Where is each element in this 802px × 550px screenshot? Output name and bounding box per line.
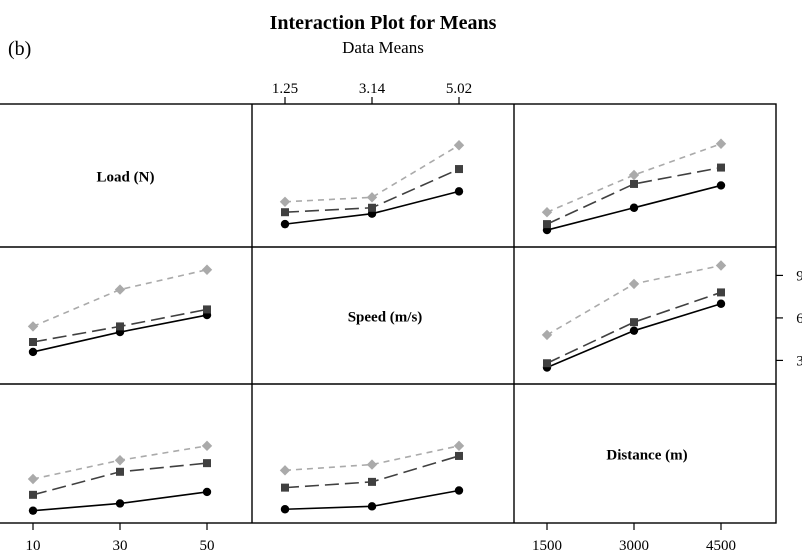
data-point	[541, 207, 553, 218]
data-point	[541, 329, 553, 341]
data-point	[366, 192, 378, 203]
bottom-tick-label: 4500	[706, 538, 736, 550]
data-point	[28, 347, 38, 357]
data-point	[628, 278, 640, 290]
top-tick-label: 5.02	[446, 81, 472, 97]
chart-title: Interaction Plot for Means	[270, 12, 497, 34]
data-point	[29, 338, 37, 346]
chart-subtitle: Data Means	[342, 38, 424, 57]
series-line	[284, 445, 460, 472]
data-point	[203, 459, 211, 468]
data-point	[368, 203, 376, 212]
bottom-tick-label: 3000	[619, 538, 649, 550]
data-point	[454, 187, 464, 196]
data-point	[454, 486, 464, 495]
right-tick-label: 6	[796, 311, 802, 327]
panel-grid	[0, 97, 783, 530]
data-point	[280, 219, 290, 229]
data-point	[629, 326, 639, 335]
data-point	[28, 506, 38, 515]
bottom-tick-label: 1500	[532, 538, 562, 550]
factor-label: Speed (m/s)	[348, 310, 423, 326]
data-point	[455, 451, 463, 460]
panel-frame	[0, 103, 777, 524]
data-point	[716, 181, 726, 190]
data-point	[281, 208, 289, 217]
top-tick-label: 1.25	[272, 81, 298, 97]
bottom-tick-label: 50	[200, 538, 215, 550]
series-line	[546, 166, 722, 225]
data-point	[114, 455, 126, 466]
panel-tag: (b)	[8, 38, 31, 60]
data-point	[114, 284, 126, 295]
data-point	[630, 179, 638, 188]
data-point	[453, 440, 465, 452]
data-point	[27, 473, 39, 485]
data-point	[203, 305, 211, 314]
data-point	[116, 467, 124, 476]
plot-area: Load (N) Speed (m/s) Distance (m) 1.25 3.14 5…	[26, 81, 802, 550]
data-point	[715, 260, 727, 271]
data-point	[201, 440, 213, 452]
data-point	[630, 318, 638, 327]
data-point	[628, 169, 640, 181]
data-point	[115, 499, 125, 508]
data-point	[202, 487, 212, 497]
bottom-tick-label: 10	[26, 538, 41, 550]
data-point	[116, 322, 124, 331]
data-point	[543, 220, 551, 229]
data-point	[453, 140, 465, 151]
series-line	[284, 144, 460, 203]
data-point	[543, 359, 551, 368]
data-point	[279, 196, 291, 207]
right-tick-label: 3	[796, 353, 802, 369]
data-point	[29, 490, 37, 499]
factor-label: Distance (m)	[606, 448, 687, 464]
series-line	[546, 291, 722, 364]
series-line	[546, 302, 722, 369]
data-point	[455, 165, 463, 174]
data-point	[716, 299, 726, 308]
data-point	[717, 288, 725, 297]
data-point	[367, 502, 377, 511]
series-line	[546, 143, 722, 213]
right-tick-label: 9	[796, 268, 802, 284]
data-point	[281, 483, 289, 492]
data-point	[280, 505, 290, 514]
bottom-tick-label: 30	[113, 538, 128, 550]
data-point	[201, 264, 213, 275]
data-point	[629, 203, 639, 212]
factor-label: Load (N)	[97, 170, 155, 186]
data-point	[715, 138, 727, 149]
series-line	[32, 268, 208, 328]
data-point	[27, 321, 39, 332]
top-tick-label: 3.14	[359, 81, 386, 97]
data-point	[366, 459, 378, 470]
data-point	[368, 477, 376, 486]
data-point	[717, 163, 725, 172]
data-point	[279, 465, 291, 476]
